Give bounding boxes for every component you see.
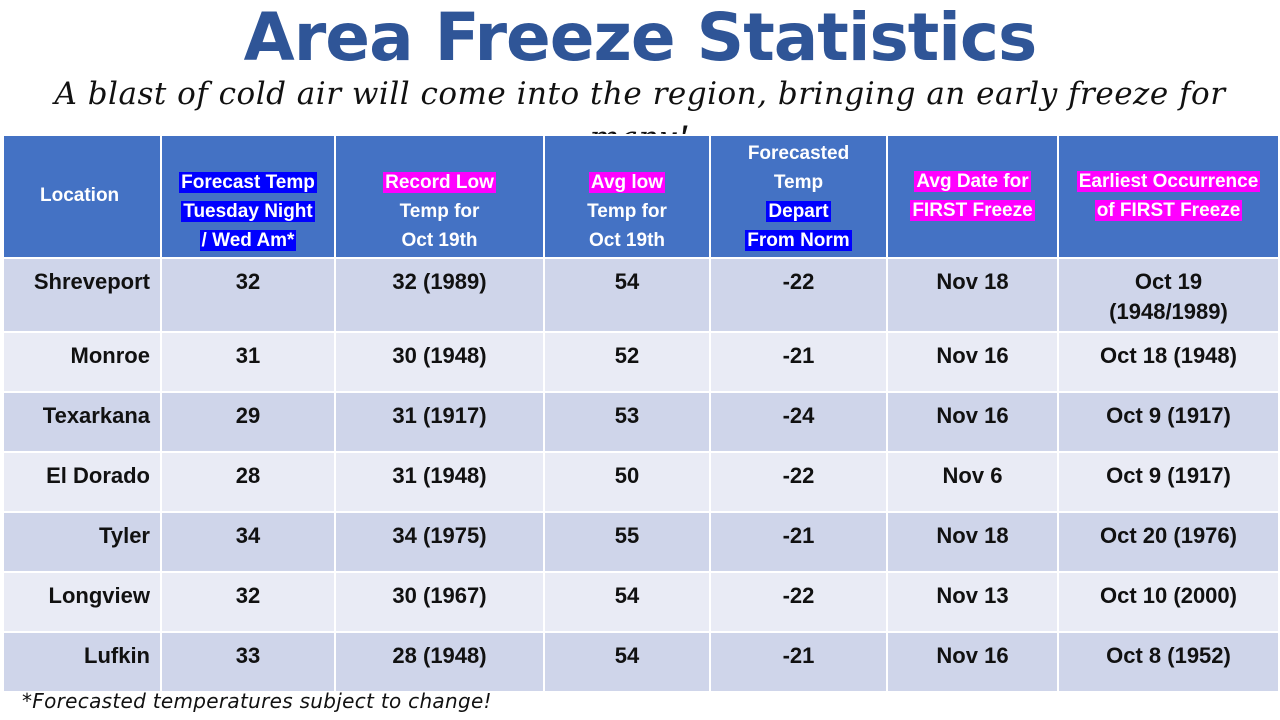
cell-record-low: 28 (1948) (334, 631, 545, 693)
cell-record-low: 31 (1917) (334, 391, 545, 453)
table-row-shreveport: Shreveport 32 32 (1989) 54 -22 Nov 18 Oc… (2, 257, 1280, 333)
cell-record-low: 31 (1948) (334, 451, 545, 513)
cell-forecast: 34 (160, 511, 336, 573)
column-header-avg-first-freeze: Avg Date for FIRST Freeze (886, 134, 1059, 259)
cell-forecast: 32 (160, 571, 336, 633)
cell-departure: -21 (709, 631, 888, 693)
cell-location: Monroe (2, 331, 162, 393)
cell-location: Shreveport (2, 257, 162, 333)
column-header-record-low: Record Low Temp for Oct 19th (334, 134, 545, 259)
footnote: *Forecasted temperatures subject to chan… (22, 689, 492, 713)
cell-departure: -21 (709, 331, 888, 393)
cell-record-low: 32 (1989) (334, 257, 545, 333)
cell-avg-first-freeze: Nov 16 (886, 331, 1059, 393)
cell-location: Longview (2, 571, 162, 633)
cell-avg-low: 54 (543, 631, 711, 693)
table-row-tyler: Tyler 34 34 (1975) 55 -21 Nov 18 Oct 20 … (2, 511, 1280, 573)
cell-record-low: 30 (1948) (334, 331, 545, 393)
freeze-statistics-table: Location Forecast Temp Tuesday Night / W… (2, 134, 1280, 693)
cell-avg-low: 52 (543, 331, 711, 393)
cell-avg-first-freeze: Nov 18 (886, 257, 1059, 333)
cell-earliest-first-freeze: Oct 19 (1948/1989) (1057, 257, 1280, 333)
column-header-forecast-temp: Forecast Temp Tuesday Night / Wed Am* (160, 134, 336, 259)
cell-forecast: 32 (160, 257, 336, 333)
cell-avg-first-freeze: Nov 16 (886, 631, 1059, 693)
cell-avg-low: 54 (543, 571, 711, 633)
cell-avg-low: 55 (543, 511, 711, 573)
page-title: Area Freeze Statistics (243, 0, 1038, 76)
cell-avg-low: 50 (543, 451, 711, 513)
table-row-lufkin: Lufkin 33 28 (1948) 54 -21 Nov 16 Oct 8 … (2, 631, 1280, 693)
cell-avg-low: 54 (543, 257, 711, 333)
cell-earliest-first-freeze: Oct 9 (1917) (1057, 451, 1280, 513)
cell-forecast: 29 (160, 391, 336, 453)
cell-location: El Dorado (2, 451, 162, 513)
cell-forecast: 28 (160, 451, 336, 513)
cell-location: Texarkana (2, 391, 162, 453)
cell-avg-low: 53 (543, 391, 711, 453)
cell-departure: -22 (709, 571, 888, 633)
cell-departure: -22 (709, 451, 888, 513)
page-subtitle: A blast of cold air will come into the r… (54, 76, 1226, 156)
cell-departure: -24 (709, 391, 888, 453)
cell-record-low: 34 (1975) (334, 511, 545, 573)
cell-earliest-first-freeze: Oct 18 (1948) (1057, 331, 1280, 393)
column-header-earliest-first-freeze: Earliest Occurrence of FIRST Freeze (1057, 134, 1280, 259)
table-header-row: Location Forecast Temp Tuesday Night / W… (2, 134, 1280, 259)
column-header-avg-low: Avg low Temp for Oct 19th (543, 134, 711, 259)
column-header-location: Location (2, 134, 162, 259)
cell-earliest-first-freeze: Oct 9 (1917) (1057, 391, 1280, 453)
cell-avg-first-freeze: Nov 16 (886, 391, 1059, 453)
cell-record-low: 30 (1967) (334, 571, 545, 633)
table-row-monroe: Monroe 31 30 (1948) 52 -21 Nov 16 Oct 18… (2, 331, 1280, 393)
cell-avg-first-freeze: Nov 13 (886, 571, 1059, 633)
table-row-texarkana: Texarkana 29 31 (1917) 53 -24 Nov 16 Oct… (2, 391, 1280, 453)
cell-departure: -22 (709, 257, 888, 333)
cell-avg-first-freeze: Nov 18 (886, 511, 1059, 573)
cell-forecast: 33 (160, 631, 336, 693)
table-row-longview: Longview 32 30 (1967) 54 -22 Nov 13 Oct … (2, 571, 1280, 633)
cell-location: Lufkin (2, 631, 162, 693)
cell-location: Tyler (2, 511, 162, 573)
cell-earliest-first-freeze: Oct 20 (1976) (1057, 511, 1280, 573)
cell-earliest-first-freeze: Oct 10 (2000) (1057, 571, 1280, 633)
cell-earliest-first-freeze: Oct 8 (1952) (1057, 631, 1280, 693)
column-header-temp-departure: Forecasted Temp Depart From Norm (709, 134, 888, 259)
cell-avg-first-freeze: Nov 6 (886, 451, 1059, 513)
cell-forecast: 31 (160, 331, 336, 393)
table-row-el-dorado: El Dorado 28 31 (1948) 50 -22 Nov 6 Oct … (2, 451, 1280, 513)
cell-departure: -21 (709, 511, 888, 573)
